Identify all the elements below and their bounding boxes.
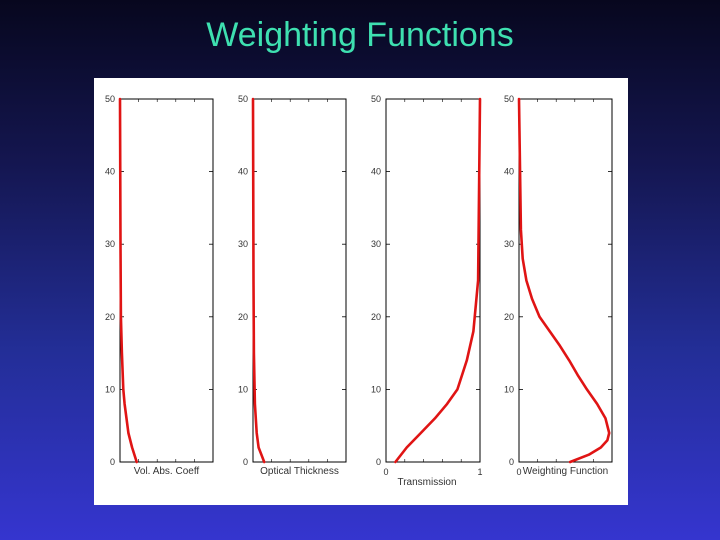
y-tick-label: 0 — [509, 457, 514, 467]
series-line — [251, 97, 266, 464]
y-tick-label: 50 — [105, 94, 115, 104]
y-tick-label: 10 — [105, 384, 115, 394]
series-line — [118, 97, 139, 464]
slide-title: Weighting Functions — [206, 16, 514, 54]
series-line — [517, 97, 611, 464]
y-tick-label: 50 — [371, 94, 381, 104]
series-line — [394, 97, 482, 464]
y-tick-label: 40 — [371, 167, 381, 177]
y-tick-label: 30 — [504, 239, 514, 249]
y-tick-label: 50 — [238, 94, 248, 104]
x-axis-label: Vol. Abs. Coeff — [134, 466, 200, 477]
y-tick-label: 40 — [105, 167, 115, 177]
y-tick-label: 10 — [504, 384, 514, 394]
plot-frame — [119, 98, 214, 463]
y-tick-label: 50 — [504, 94, 514, 104]
plot-frame — [252, 98, 347, 463]
y-tick-label: 20 — [504, 312, 514, 322]
y-tick-label: 10 — [371, 384, 381, 394]
y-tick-label: 20 — [105, 312, 115, 322]
x-axis-label: Transmission — [397, 477, 456, 488]
x-tick-label: 1 — [477, 467, 482, 477]
y-tick-label: 0 — [110, 457, 115, 467]
figure-panel: 0 10 20 30 40 50 Vol. Abs. Coeff 0 10 20 30 40 50 Opt… — [94, 78, 628, 505]
y-tick-label: 40 — [238, 167, 248, 177]
x-axis-label: Optical Thickness — [260, 466, 339, 477]
plot-frame — [518, 98, 613, 463]
y-tick-label: 30 — [105, 239, 115, 249]
y-tick-label: 0 — [376, 457, 381, 467]
y-tick-label: 30 — [238, 239, 248, 249]
plot-frame — [385, 98, 481, 463]
y-tick-label: 40 — [504, 167, 514, 177]
y-tick-label: 10 — [238, 384, 248, 394]
y-tick-label: 20 — [238, 312, 248, 322]
y-tick-label: 0 — [243, 457, 248, 467]
x-tick-label: 0 — [516, 467, 521, 477]
x-tick-label: 0 — [383, 467, 388, 477]
y-tick-label: 30 — [371, 239, 381, 249]
x-axis-label: Weighting Function — [523, 466, 608, 477]
y-tick-label: 20 — [371, 312, 381, 322]
